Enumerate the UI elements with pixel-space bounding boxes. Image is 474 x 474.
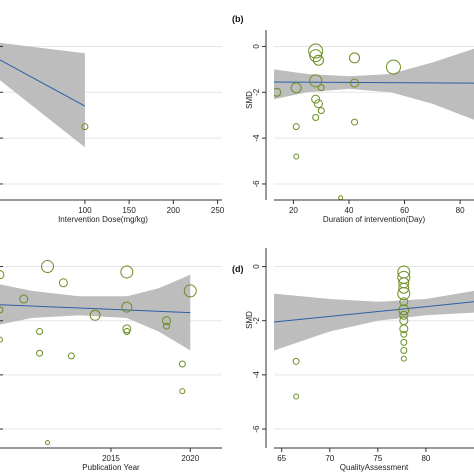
panel-label-d: (d): [232, 264, 244, 274]
plot-area-b: [274, 43, 474, 200]
plot-area-d: [274, 265, 474, 430]
data-point-c-12: [122, 324, 132, 334]
data-point-d-15: [400, 355, 407, 362]
data-point-b-16: [385, 59, 401, 75]
y-tick-label-b-0: 0: [252, 44, 261, 49]
data-point-b-13: [349, 52, 361, 64]
data-point-b-14: [350, 78, 360, 88]
data-point-b-11: [312, 114, 320, 121]
data-point-c-19: [45, 440, 51, 446]
data-point-b-9: [313, 99, 323, 109]
data-point-c-8: [67, 352, 75, 360]
data-point-d-6: [397, 287, 411, 301]
confidence-band-a: [0, 42, 85, 148]
data-point-c-14: [161, 316, 171, 326]
data-point-d-12: [400, 330, 408, 338]
data-point-c-16: [178, 360, 186, 368]
y-axis-label-d: SMD: [245, 311, 254, 329]
y-tick-label-b-1: -2: [252, 88, 261, 96]
x-tick-label-b-1: 40: [345, 206, 354, 215]
fit-line-a: [0, 59, 86, 107]
data-point-b-3: [293, 153, 300, 160]
data-point-c-2: [0, 336, 3, 343]
panel-d: 65 70 75 80 QualityAssessment 0 -2 -4 -6 SMD (d): [232, 248, 474, 472]
y-tick-label-d-2: -4: [252, 371, 261, 379]
confidence-band-c: [0, 274, 191, 351]
fit-line-c: [0, 304, 191, 314]
fit-line-b: [274, 81, 474, 84]
x-axis-label-d: QualityAssessment: [340, 463, 409, 472]
data-point-c-3: [19, 294, 29, 304]
data-point-a-0: [81, 123, 89, 131]
x-tick-label-a-3: 250: [211, 206, 225, 215]
data-point-c-13: [123, 328, 131, 336]
y-tick-label-d-1: -2: [252, 317, 261, 325]
fit-line-d: [274, 301, 474, 323]
x-tick-label-d-0: 65: [277, 454, 286, 463]
panel-label-b: (b): [232, 14, 244, 24]
y-tick-label-d-3: -6: [252, 425, 261, 433]
y-axis-label-b: SMD: [245, 91, 254, 109]
data-point-d-8: [398, 304, 410, 316]
data-point-c-11: [121, 301, 133, 313]
y-tick-label-d-0: 0: [252, 264, 261, 269]
x-tick-label-d-3: 80: [421, 454, 430, 463]
x-tick-label-d-2: 75: [373, 454, 382, 463]
x-axis-label-c: Publication Year: [82, 463, 140, 472]
data-point-d-14: [400, 347, 408, 354]
data-point-b-12: [317, 84, 325, 92]
data-point-b-17: [338, 195, 344, 200]
panel-b: 20 40 60 80 Duration of intervention(Day) 0 -2…: [232, 14, 474, 224]
x-axis-label-a: Intervention Dose(mg/kg): [58, 215, 148, 224]
data-point-b-15: [351, 118, 359, 126]
data-point-c-9: [89, 309, 101, 321]
data-point-d-2: [397, 265, 411, 279]
plot-area-a: [0, 42, 222, 185]
data-point-c-17: [179, 388, 186, 395]
data-point-c-1: [0, 306, 4, 314]
data-point-b-2: [292, 123, 300, 131]
x-tick-label-b-3: 80: [456, 206, 465, 215]
data-point-d-7: [399, 297, 409, 307]
panel-c: 2015 2020 Publication Year: [0, 260, 222, 472]
plot-area-c: [0, 260, 222, 446]
x-tick-label-b-2: 60: [400, 206, 409, 215]
x-tick-label-b-0: 20: [289, 206, 298, 215]
data-point-c-0: [0, 270, 5, 280]
data-point-d-5: [398, 282, 410, 294]
data-point-b-1: [290, 82, 302, 94]
data-point-b-4: [308, 43, 324, 59]
data-point-c-4: [36, 328, 44, 336]
data-point-c-15: [162, 322, 170, 330]
x-tick-label-d-1: 70: [325, 454, 334, 463]
y-tick-label-b-2: -4: [252, 134, 261, 142]
data-point-d-1: [293, 393, 300, 400]
data-point-c-5: [36, 349, 44, 357]
data-point-b-10: [317, 107, 325, 115]
x-tick-label-a-0: 100: [78, 206, 92, 215]
data-point-d-9: [399, 310, 409, 320]
data-point-c-6: [41, 260, 55, 274]
confidence-band-b: [274, 48, 474, 120]
data-point-b-8: [311, 94, 321, 104]
data-point-d-0: [292, 357, 300, 365]
data-point-b-7: [309, 74, 323, 88]
data-point-c-18: [183, 284, 197, 298]
x-tick-label-a-1: 150: [122, 206, 136, 215]
data-point-b-6: [312, 54, 324, 66]
x-axis-label-b: Duration of intervention(Day): [323, 215, 426, 224]
data-point-d-13: [400, 338, 408, 346]
x-tick-label-c-0: 2015: [102, 454, 120, 463]
data-point-b-5: [309, 49, 323, 63]
x-tick-label-a-2: 200: [167, 206, 181, 215]
data-point-d-11: [399, 324, 409, 334]
data-point-c-10: [120, 265, 134, 279]
panel-a: 100 150 200 250 Intervention Dose(mg/kg): [0, 42, 225, 224]
y-tick-label-b-3: -6: [252, 180, 261, 188]
data-point-c-7: [58, 278, 68, 288]
x-tick-label-c-1: 2020: [181, 454, 199, 463]
data-point-b-0: [274, 87, 282, 97]
confidence-band-d: [274, 290, 474, 351]
